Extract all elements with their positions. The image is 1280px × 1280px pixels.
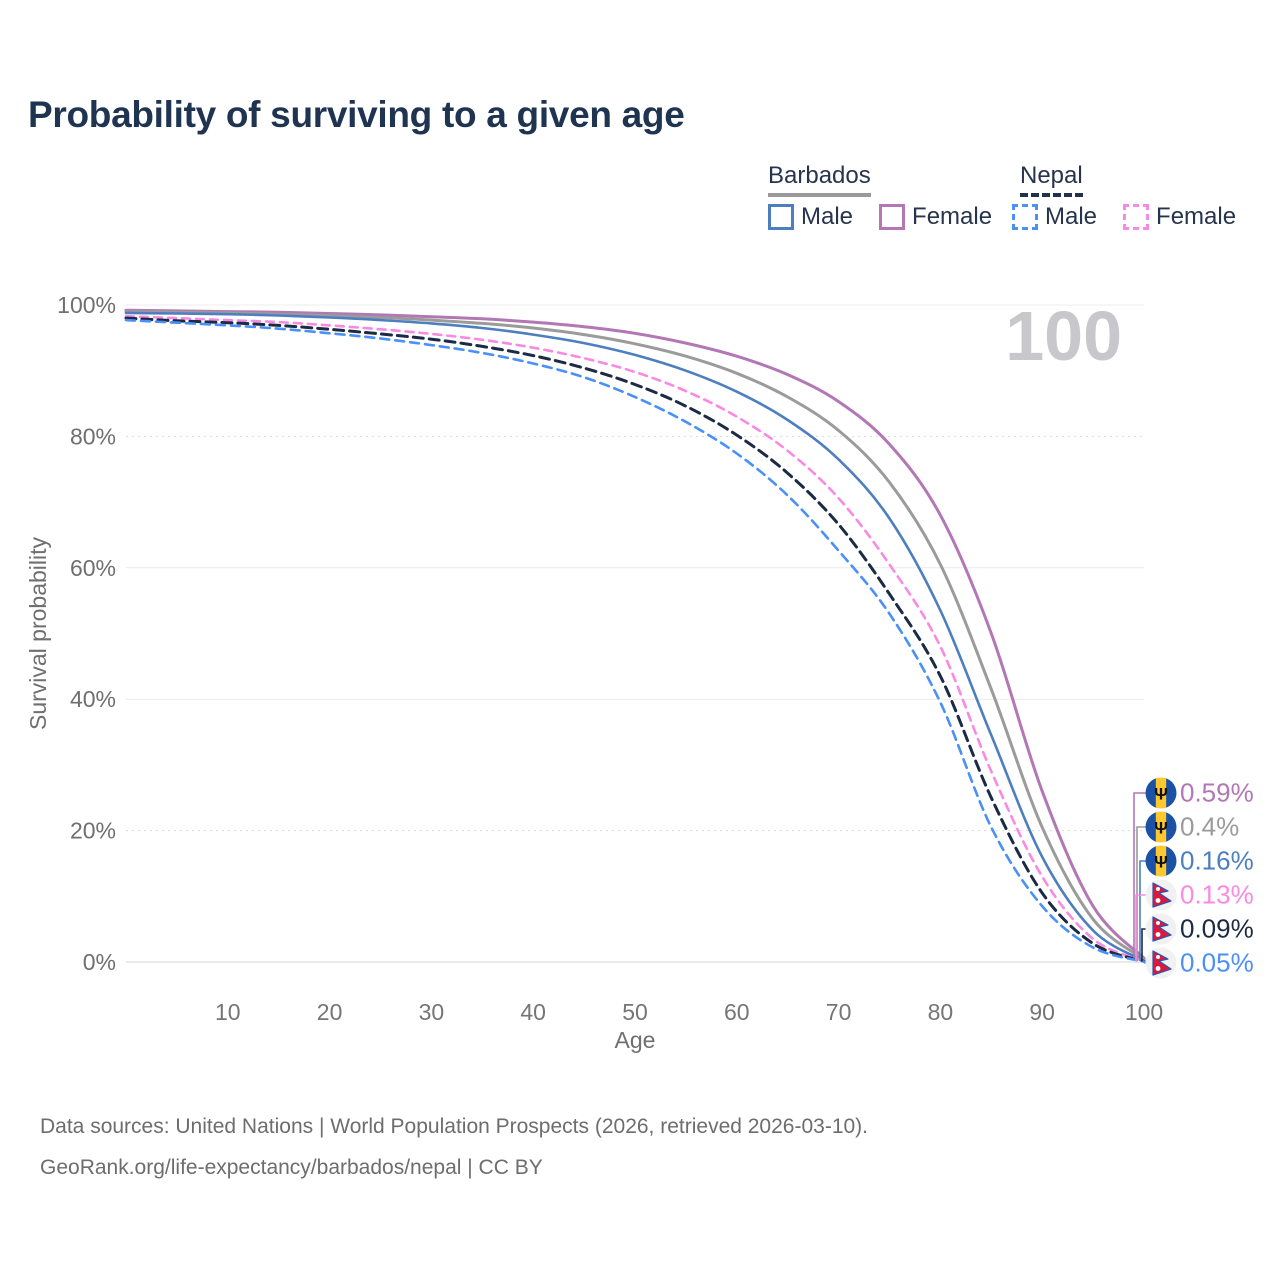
y-tick-label-20: 20% [70, 818, 116, 844]
end-value-label-nepal-all: 0.09% [1180, 914, 1254, 944]
legend-item-nepal-male[interactable]: Male [1012, 203, 1097, 231]
nepal-female-swatch-icon [1123, 204, 1150, 230]
nepal-flag-icon [1145, 879, 1177, 911]
nepal-flag-icon [1145, 913, 1177, 945]
x-tick-label-60: 60 [724, 999, 750, 1025]
end-label-leader-line [1139, 860, 1147, 961]
trident-glyph: Ψ [1154, 785, 1168, 804]
x-axis-title: Age [615, 1027, 656, 1053]
curve-barbados-male[interactable] [124, 311, 1146, 963]
data-sources-note: Data sources: United Nations | World Pop… [40, 1106, 868, 1188]
legend-item-label: Female [912, 203, 993, 230]
x-tick-label-40: 40 [520, 999, 546, 1025]
x-tick-label-30: 30 [419, 999, 445, 1025]
legend-group-barbados[interactable]: Barbados [768, 162, 871, 197]
nepal-male-swatch-icon [1012, 204, 1038, 230]
end-value-label-barbados-female: 0.59% [1180, 778, 1254, 808]
curve-nepal-all[interactable] [124, 316, 1146, 963]
x-tick-label-70: 70 [826, 999, 852, 1025]
curve-barbados-female[interactable] [124, 308, 1146, 960]
end-value-label-barbados-male: 0.16% [1180, 846, 1254, 876]
x-tick-label-10: 10 [215, 999, 241, 1025]
legend-item-barbados-female[interactable]: Female [879, 203, 992, 231]
barbados-flag-icon: Ψ [1145, 811, 1177, 843]
data-sources-line: Data sources: United Nations | World Pop… [40, 1115, 869, 1138]
end-value-label-nepal-male: 0.05% [1180, 948, 1254, 978]
end-label-leader-line [1133, 792, 1147, 959]
legend-item-nepal-female[interactable]: Female [1123, 203, 1236, 231]
legend-item-label: Male [1045, 203, 1098, 230]
nepal-flag-icon [1145, 947, 1177, 979]
legend-item-label: Male [801, 203, 854, 230]
y-tick-label-60: 60% [70, 555, 116, 581]
trident-glyph: Ψ [1154, 853, 1168, 872]
x-tick-label-80: 80 [928, 999, 954, 1025]
y-tick-label-40: 40% [70, 686, 116, 712]
end-label-leader-line [1136, 826, 1147, 960]
age-watermark: 100 [1005, 297, 1122, 375]
legend-group-nepal[interactable]: Nepal [1020, 162, 1083, 197]
legend-item-barbados-male[interactable]: Male [768, 203, 853, 231]
end-value-label-nepal-female: 0.13% [1180, 880, 1254, 910]
end-value-label-barbados-all: 0.4% [1180, 812, 1239, 842]
end-label-leader-line [1135, 894, 1147, 962]
x-tick-label-100: 100 [1125, 999, 1163, 1025]
y-tick-label-0: 0% [83, 949, 116, 975]
curve-nepal-female[interactable] [124, 314, 1146, 963]
barbados-male-swatch-icon [768, 204, 794, 230]
y-tick-label-100: 100% [57, 292, 116, 318]
attribution-line[interactable]: GeoRank.org/life-expectancy/barbados/nep… [40, 1156, 543, 1179]
page-title: Probability of surviving to a given age [28, 94, 685, 135]
y-axis-title: Survival probability [25, 536, 51, 730]
x-tick-label-20: 20 [317, 999, 343, 1025]
trident-glyph: Ψ [1154, 819, 1168, 838]
barbados-flag-icon: Ψ [1145, 845, 1177, 877]
end-label-leader-line [1141, 928, 1147, 962]
curve-barbados-all[interactable] [124, 310, 1146, 961]
y-tick-label-80: 80% [70, 423, 116, 449]
curve-nepal-male[interactable] [124, 318, 1146, 963]
x-tick-label-90: 90 [1029, 999, 1055, 1025]
legend-item-label: Female [1156, 203, 1237, 230]
barbados-flag-icon: Ψ [1145, 777, 1177, 809]
x-tick-label-50: 50 [622, 999, 648, 1025]
barbados-female-swatch-icon [879, 204, 906, 230]
